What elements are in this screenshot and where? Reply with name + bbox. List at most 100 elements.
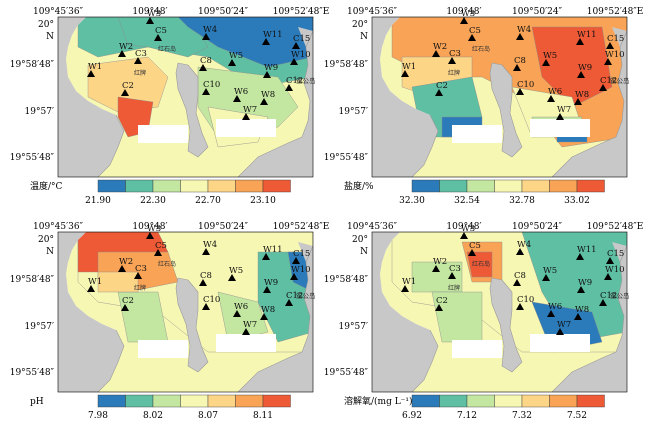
lon-label: 109°50′24″ <box>198 7 249 17</box>
legend-colorbar: 温度/°C 21.90 22.30 22.70 23.10 <box>30 179 291 206</box>
station-label: C15 <box>293 34 310 44</box>
lon-label: 109°50′24″ <box>512 7 563 17</box>
station-label: C2 <box>122 81 134 91</box>
map-frame <box>371 231 628 393</box>
station-label: W8 <box>575 90 589 100</box>
station-label: W3 <box>147 224 161 234</box>
station-label: C15 <box>293 249 310 259</box>
sandbar <box>138 340 188 358</box>
station-marker <box>577 286 585 293</box>
station-label: C3 <box>135 264 147 274</box>
station-marker <box>516 303 524 310</box>
panels-container: 鲎公岛红石岛红牌W1W2W3W4W5W6W7W8W9W10W11C2C3C5C8… <box>10 7 644 421</box>
station-label: W1 <box>88 277 102 287</box>
sandbar <box>216 334 276 352</box>
lat-label: 20° <box>38 235 54 245</box>
station-label: C5 <box>155 26 167 36</box>
station-label: W6 <box>548 87 562 97</box>
station-marker <box>202 88 210 95</box>
station-marker <box>263 71 271 78</box>
station-label: C12 <box>600 291 617 301</box>
station-marker <box>87 70 95 77</box>
station-label: C8 <box>514 271 526 281</box>
station-marker <box>542 59 550 66</box>
lon-label: 109°45′36″ <box>347 7 398 17</box>
contour-band <box>531 26 613 108</box>
station-marker <box>242 113 250 120</box>
station-marker <box>233 95 241 102</box>
legend-swatch <box>576 179 605 193</box>
station-marker <box>432 265 440 272</box>
station-marker <box>542 274 550 281</box>
lon-label: 109°52′48″E <box>587 7 644 17</box>
station-label: W7 <box>557 105 571 115</box>
legend-swatch <box>494 394 523 408</box>
station-marker <box>547 95 555 102</box>
station-label: C8 <box>200 271 212 281</box>
station-marker <box>118 265 126 272</box>
station-marker <box>199 64 207 71</box>
station-marker <box>574 98 582 105</box>
station-marker <box>202 248 210 255</box>
legend-swatch <box>125 394 154 408</box>
station-label: C5 <box>155 241 167 251</box>
lon-label: 109°50′24″ <box>198 222 249 232</box>
station-marker <box>292 257 300 264</box>
station-marker <box>604 273 612 280</box>
lon-label: 109°52′48″E <box>273 222 330 232</box>
lon-label: 109°52′48″E <box>587 222 644 232</box>
legend-swatch <box>235 179 264 193</box>
station-marker <box>121 89 129 96</box>
station-marker <box>154 34 162 41</box>
station-label: C2 <box>436 296 448 306</box>
legend-tick-label: 6.92 <box>402 411 422 421</box>
legend-tick-label: 22.30 <box>140 196 166 206</box>
lat-label: 19°58′48″ <box>324 60 369 70</box>
legend-swatch <box>152 394 181 408</box>
station-marker <box>460 232 468 239</box>
legend-swatch <box>521 179 550 193</box>
lon-label: 109°50′24″ <box>512 222 563 232</box>
station-marker <box>460 17 468 24</box>
legend-tick-label: 8.11 <box>253 411 273 421</box>
legend-tick-label: 22.70 <box>195 196 221 206</box>
legend-swatch <box>207 179 236 193</box>
station-marker <box>260 313 268 320</box>
legend-swatch <box>411 179 440 193</box>
legend-swatch <box>152 179 181 193</box>
station-marker <box>468 249 476 256</box>
legend-swatch <box>97 179 126 193</box>
lat-label: N <box>360 247 368 257</box>
station-marker <box>556 113 564 120</box>
station-label: W8 <box>261 90 275 100</box>
legend-colorbar: pH 7.98 8.02 8.07 8.11 <box>30 394 291 421</box>
place-label-rock: 红石岛 <box>472 45 490 53</box>
legend-swatch <box>439 394 468 408</box>
station-label: W4 <box>517 25 531 35</box>
legend-tick-label: 32.54 <box>454 196 480 206</box>
sandbar <box>530 119 590 137</box>
station-label: W3 <box>461 9 475 19</box>
lat-label: 19°58′48″ <box>10 60 55 70</box>
station-marker <box>290 58 298 65</box>
station-label: W1 <box>88 62 102 72</box>
lat-label: 19°57′ <box>25 107 54 117</box>
lon-label: 109°45′36″ <box>33 7 84 17</box>
station-marker <box>202 33 210 40</box>
station-label: W1 <box>402 277 416 287</box>
station-marker <box>468 34 476 41</box>
station-label: W1 <box>402 62 416 72</box>
station-label: W11 <box>577 245 597 255</box>
station-marker <box>202 303 210 310</box>
station-label: W2 <box>119 42 133 52</box>
station-label: C5 <box>469 241 481 251</box>
sandbar <box>530 334 590 352</box>
station-label: W4 <box>203 240 217 250</box>
station-label: W7 <box>243 320 257 330</box>
station-marker <box>134 272 142 279</box>
station-label: W11 <box>263 30 283 40</box>
legend-title: pH <box>30 397 44 407</box>
station-label: W8 <box>575 305 589 315</box>
